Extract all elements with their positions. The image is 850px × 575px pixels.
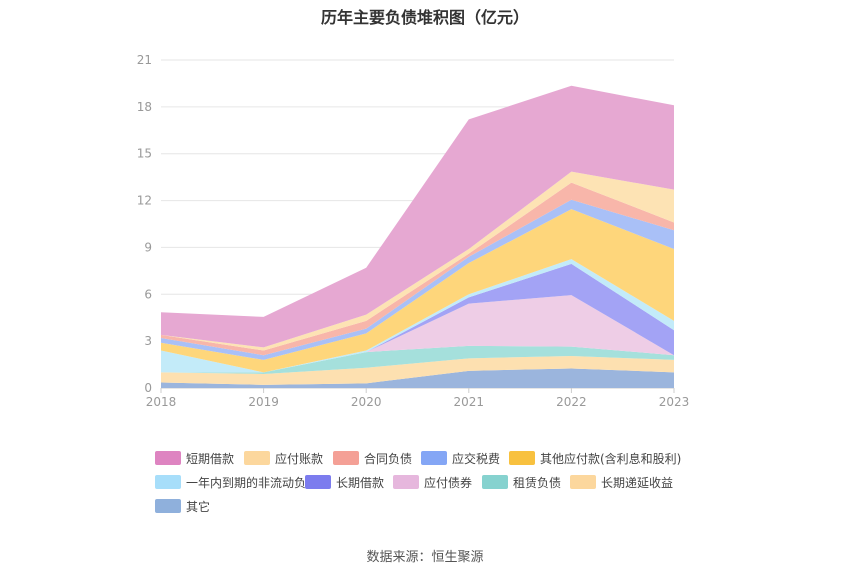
x-tick-label: 2022 (556, 395, 587, 409)
legend-item[interactable]: 应付账款 (244, 449, 323, 467)
stacked-area-chart: 0 3 6 9 12 15 18 21 2018 2019 2020 2021 2022 2023 (137, 53, 690, 409)
legend-label: 应付账款 (275, 451, 324, 466)
y-tick-label: 0 (144, 381, 152, 395)
x-tick-label: 2020 (351, 395, 382, 409)
area-series-应付债券[interactable] (161, 295, 674, 373)
legend-label: 租赁负债 (513, 475, 562, 490)
area-series-长期借款[interactable] (161, 263, 674, 373)
y-tick-label: 3 (144, 334, 152, 348)
legend-item[interactable]: 其他应付款(含利息和股利) (509, 449, 681, 467)
axes: 0 3 6 9 12 15 18 21 2018 2019 2020 2021 2022 2023 (137, 53, 690, 409)
legend-swatch (155, 451, 181, 465)
legend-swatch (305, 475, 331, 489)
area-series-其他应付款(含利息和股利)[interactable] (161, 209, 674, 373)
legend-item[interactable]: 应付债券 (393, 473, 472, 491)
legend-label: 其他应付款(含利息和股利) (540, 451, 682, 466)
area-series-其它[interactable] (161, 368, 674, 388)
x-tick-label: 2023 (659, 395, 690, 409)
legend-swatch (155, 499, 181, 513)
legend-label: 其它 (186, 499, 211, 514)
legend-swatch (570, 475, 596, 489)
legend-swatch (393, 475, 419, 489)
data-source-note: 数据来源：恒生聚源 (366, 550, 484, 565)
legend-label: 一年内到期的非流动负债 (186, 475, 319, 490)
y-tick-label: 21 (137, 53, 152, 67)
legend-label: 应付债券 (424, 475, 473, 490)
area-series-短期借款[interactable] (161, 85, 674, 348)
legend-label: 长期借款 (336, 475, 385, 490)
legend-label: 合同负债 (364, 451, 413, 466)
legend-item[interactable]: 合同负债 (333, 449, 412, 467)
y-tick-label: 18 (137, 100, 152, 114)
area-series-group (161, 85, 674, 388)
y-tick-label: 15 (137, 147, 152, 161)
legend-label: 短期借款 (186, 451, 235, 466)
legend-swatch (155, 475, 181, 489)
legend-label: 应交税费 (452, 451, 501, 466)
legend-item[interactable]: 长期递延收益 (570, 473, 673, 491)
legend-swatch (482, 475, 508, 489)
y-tick-label: 12 (137, 194, 152, 208)
x-tick-label: 2021 (454, 395, 485, 409)
area-series-长期递延收益[interactable] (161, 355, 674, 385)
legend-item[interactable]: 长期借款 (305, 473, 384, 491)
y-tick-label: 9 (144, 240, 152, 254)
legend-item[interactable]: 应交税费 (421, 449, 500, 467)
legend-item[interactable]: 其它 (155, 497, 210, 515)
legend-swatch (509, 451, 535, 465)
area-series-应付账款[interactable] (161, 171, 674, 351)
x-tick-label: 2019 (248, 395, 279, 409)
legend-item[interactable]: 一年内到期的非流动负债 (155, 473, 318, 491)
legend-item[interactable]: 租赁负债 (482, 473, 561, 491)
legend-swatch (421, 451, 447, 465)
y-tick-label: 6 (144, 287, 152, 301)
legend-item[interactable]: 短期借款 (155, 449, 234, 467)
area-series-租赁负债[interactable] (161, 345, 674, 374)
chart-title: 历年主要负债堆积图（亿元） (320, 8, 529, 27)
legend-label: 长期递延收益 (601, 475, 674, 490)
legend-swatch (244, 451, 270, 465)
legend-swatch (333, 451, 359, 465)
area-series-应交税费[interactable] (161, 199, 674, 360)
x-tick-label: 2018 (146, 395, 177, 409)
